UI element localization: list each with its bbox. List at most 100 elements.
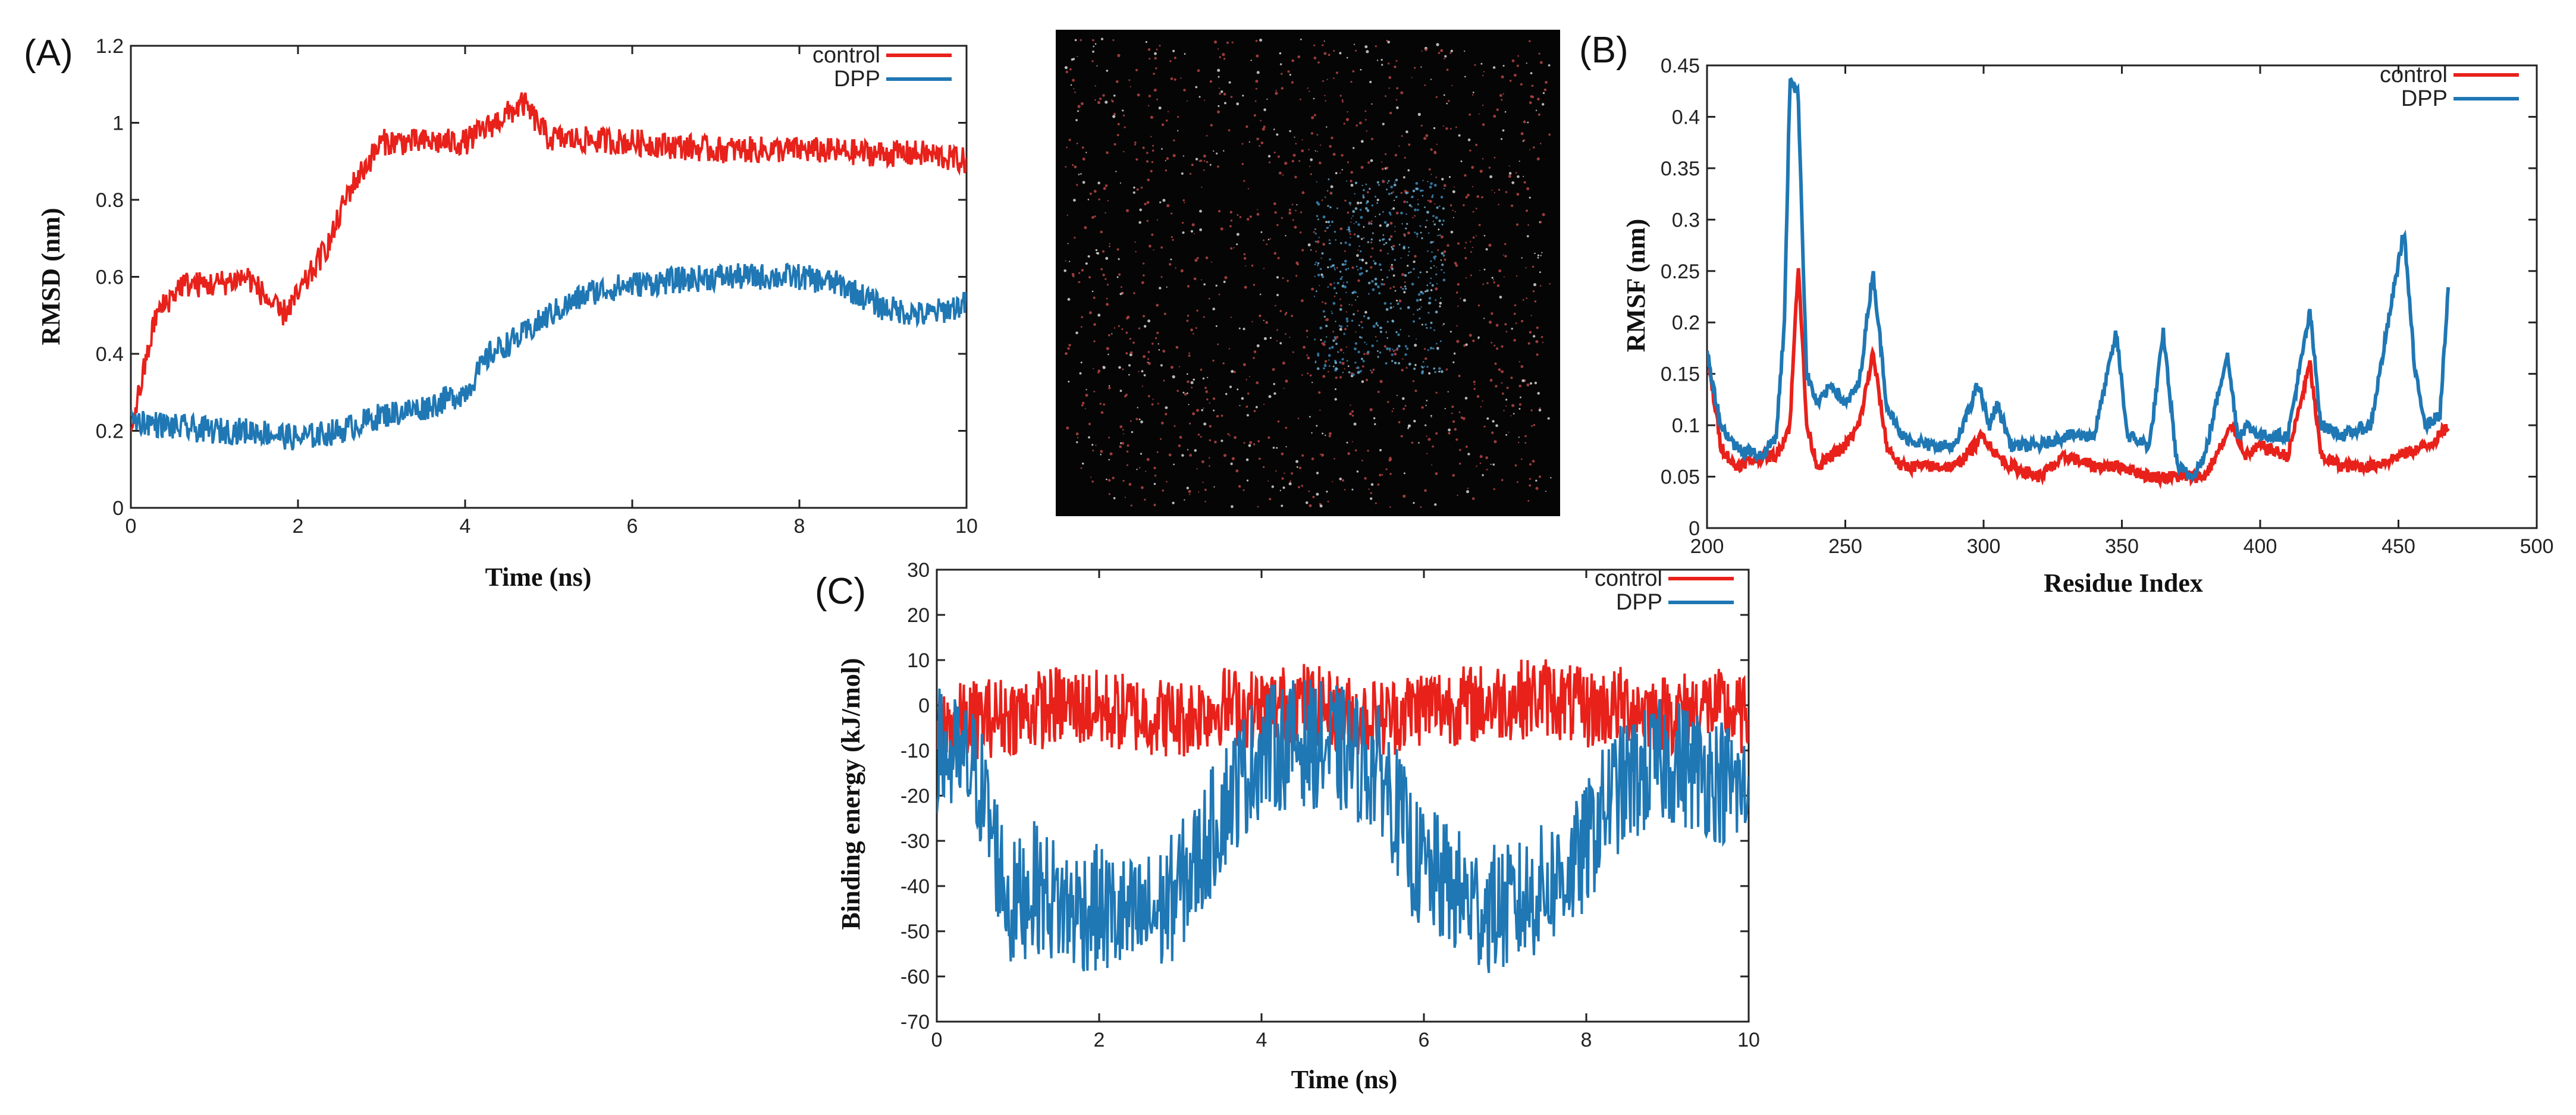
particle	[1200, 279, 1202, 281]
particle	[1197, 69, 1200, 72]
particle	[1367, 316, 1370, 320]
particle	[1109, 452, 1113, 456]
particle	[1329, 206, 1332, 209]
particle	[1068, 344, 1071, 347]
particle	[1102, 94, 1105, 97]
particle	[1381, 278, 1383, 281]
particle	[1294, 175, 1297, 178]
particle	[1432, 347, 1435, 350]
particle	[1273, 128, 1275, 130]
particle	[1066, 146, 1068, 149]
particle	[1534, 300, 1537, 303]
particle	[1201, 186, 1203, 188]
particle	[1335, 239, 1337, 241]
particle	[1511, 328, 1513, 330]
particle	[1122, 480, 1125, 482]
particle	[1160, 364, 1163, 367]
particle	[1463, 299, 1466, 302]
particle	[1184, 499, 1185, 501]
particle	[1517, 175, 1520, 178]
particle	[1186, 373, 1188, 375]
particle	[1273, 392, 1276, 395]
particle	[1493, 191, 1495, 193]
particle	[1450, 231, 1454, 234]
particle	[1360, 68, 1362, 71]
x-axis-label: Time (ns)	[485, 563, 592, 592]
particle	[1529, 196, 1531, 199]
particle	[1416, 309, 1419, 311]
particle	[1491, 189, 1493, 191]
particle	[1294, 136, 1295, 138]
particle	[1200, 436, 1202, 438]
particle	[1346, 441, 1348, 444]
particle	[1427, 438, 1431, 441]
particle	[1078, 281, 1080, 283]
particle	[1199, 228, 1202, 231]
particle	[1401, 273, 1405, 277]
particle	[1109, 245, 1110, 247]
particle	[1395, 59, 1398, 62]
panel-label: (A)	[24, 33, 73, 74]
particle	[1129, 338, 1132, 340]
particle	[1263, 268, 1265, 269]
y-axis-label: RMSD (nm)	[36, 208, 65, 346]
y-tick-label: 0	[918, 695, 930, 717]
particle	[1217, 48, 1219, 50]
particle	[1505, 331, 1508, 332]
particle	[1124, 497, 1126, 498]
particle	[1375, 282, 1378, 286]
particle	[1537, 98, 1540, 100]
particle	[1419, 308, 1421, 310]
particle	[1219, 56, 1221, 58]
particle	[1273, 252, 1277, 255]
particle	[1076, 184, 1078, 186]
particle	[1486, 282, 1489, 284]
particle	[1269, 337, 1272, 339]
particle	[1174, 56, 1176, 59]
particle	[1377, 391, 1380, 393]
particle	[1096, 65, 1098, 67]
particle	[1526, 383, 1530, 387]
y-tick-label: 30	[907, 559, 930, 582]
particle	[1412, 216, 1414, 219]
particle	[1413, 313, 1414, 315]
particle	[1328, 54, 1331, 56]
particle	[1230, 462, 1233, 466]
particle	[1296, 204, 1298, 206]
particle	[1376, 181, 1379, 184]
particle	[1429, 297, 1432, 300]
particle	[1125, 209, 1129, 212]
particle	[1276, 276, 1279, 279]
particle	[1218, 210, 1221, 213]
particle	[1426, 284, 1429, 287]
particle	[1235, 469, 1239, 473]
particle	[1067, 298, 1071, 301]
particle	[1127, 444, 1129, 447]
particle	[1379, 224, 1382, 227]
particle	[1452, 420, 1455, 423]
particle	[1275, 92, 1278, 95]
particle	[1518, 403, 1521, 406]
particle	[1285, 446, 1287, 448]
particle	[1158, 349, 1160, 351]
particle	[1140, 420, 1143, 423]
particle	[1162, 350, 1166, 353]
particle	[1443, 272, 1445, 274]
particle	[1254, 100, 1257, 102]
particle	[1334, 336, 1336, 339]
particle	[1108, 493, 1110, 495]
particle	[1475, 143, 1478, 146]
particle	[1425, 323, 1427, 326]
particle	[1388, 76, 1392, 79]
particle	[1357, 370, 1360, 374]
particle	[1374, 262, 1377, 265]
particle	[1493, 156, 1496, 159]
particle	[1452, 361, 1455, 363]
particle	[1204, 99, 1206, 101]
particle	[1325, 221, 1328, 224]
particle	[1230, 316, 1232, 318]
particle	[1283, 388, 1285, 389]
particle	[1530, 72, 1533, 74]
particle	[1454, 186, 1455, 188]
